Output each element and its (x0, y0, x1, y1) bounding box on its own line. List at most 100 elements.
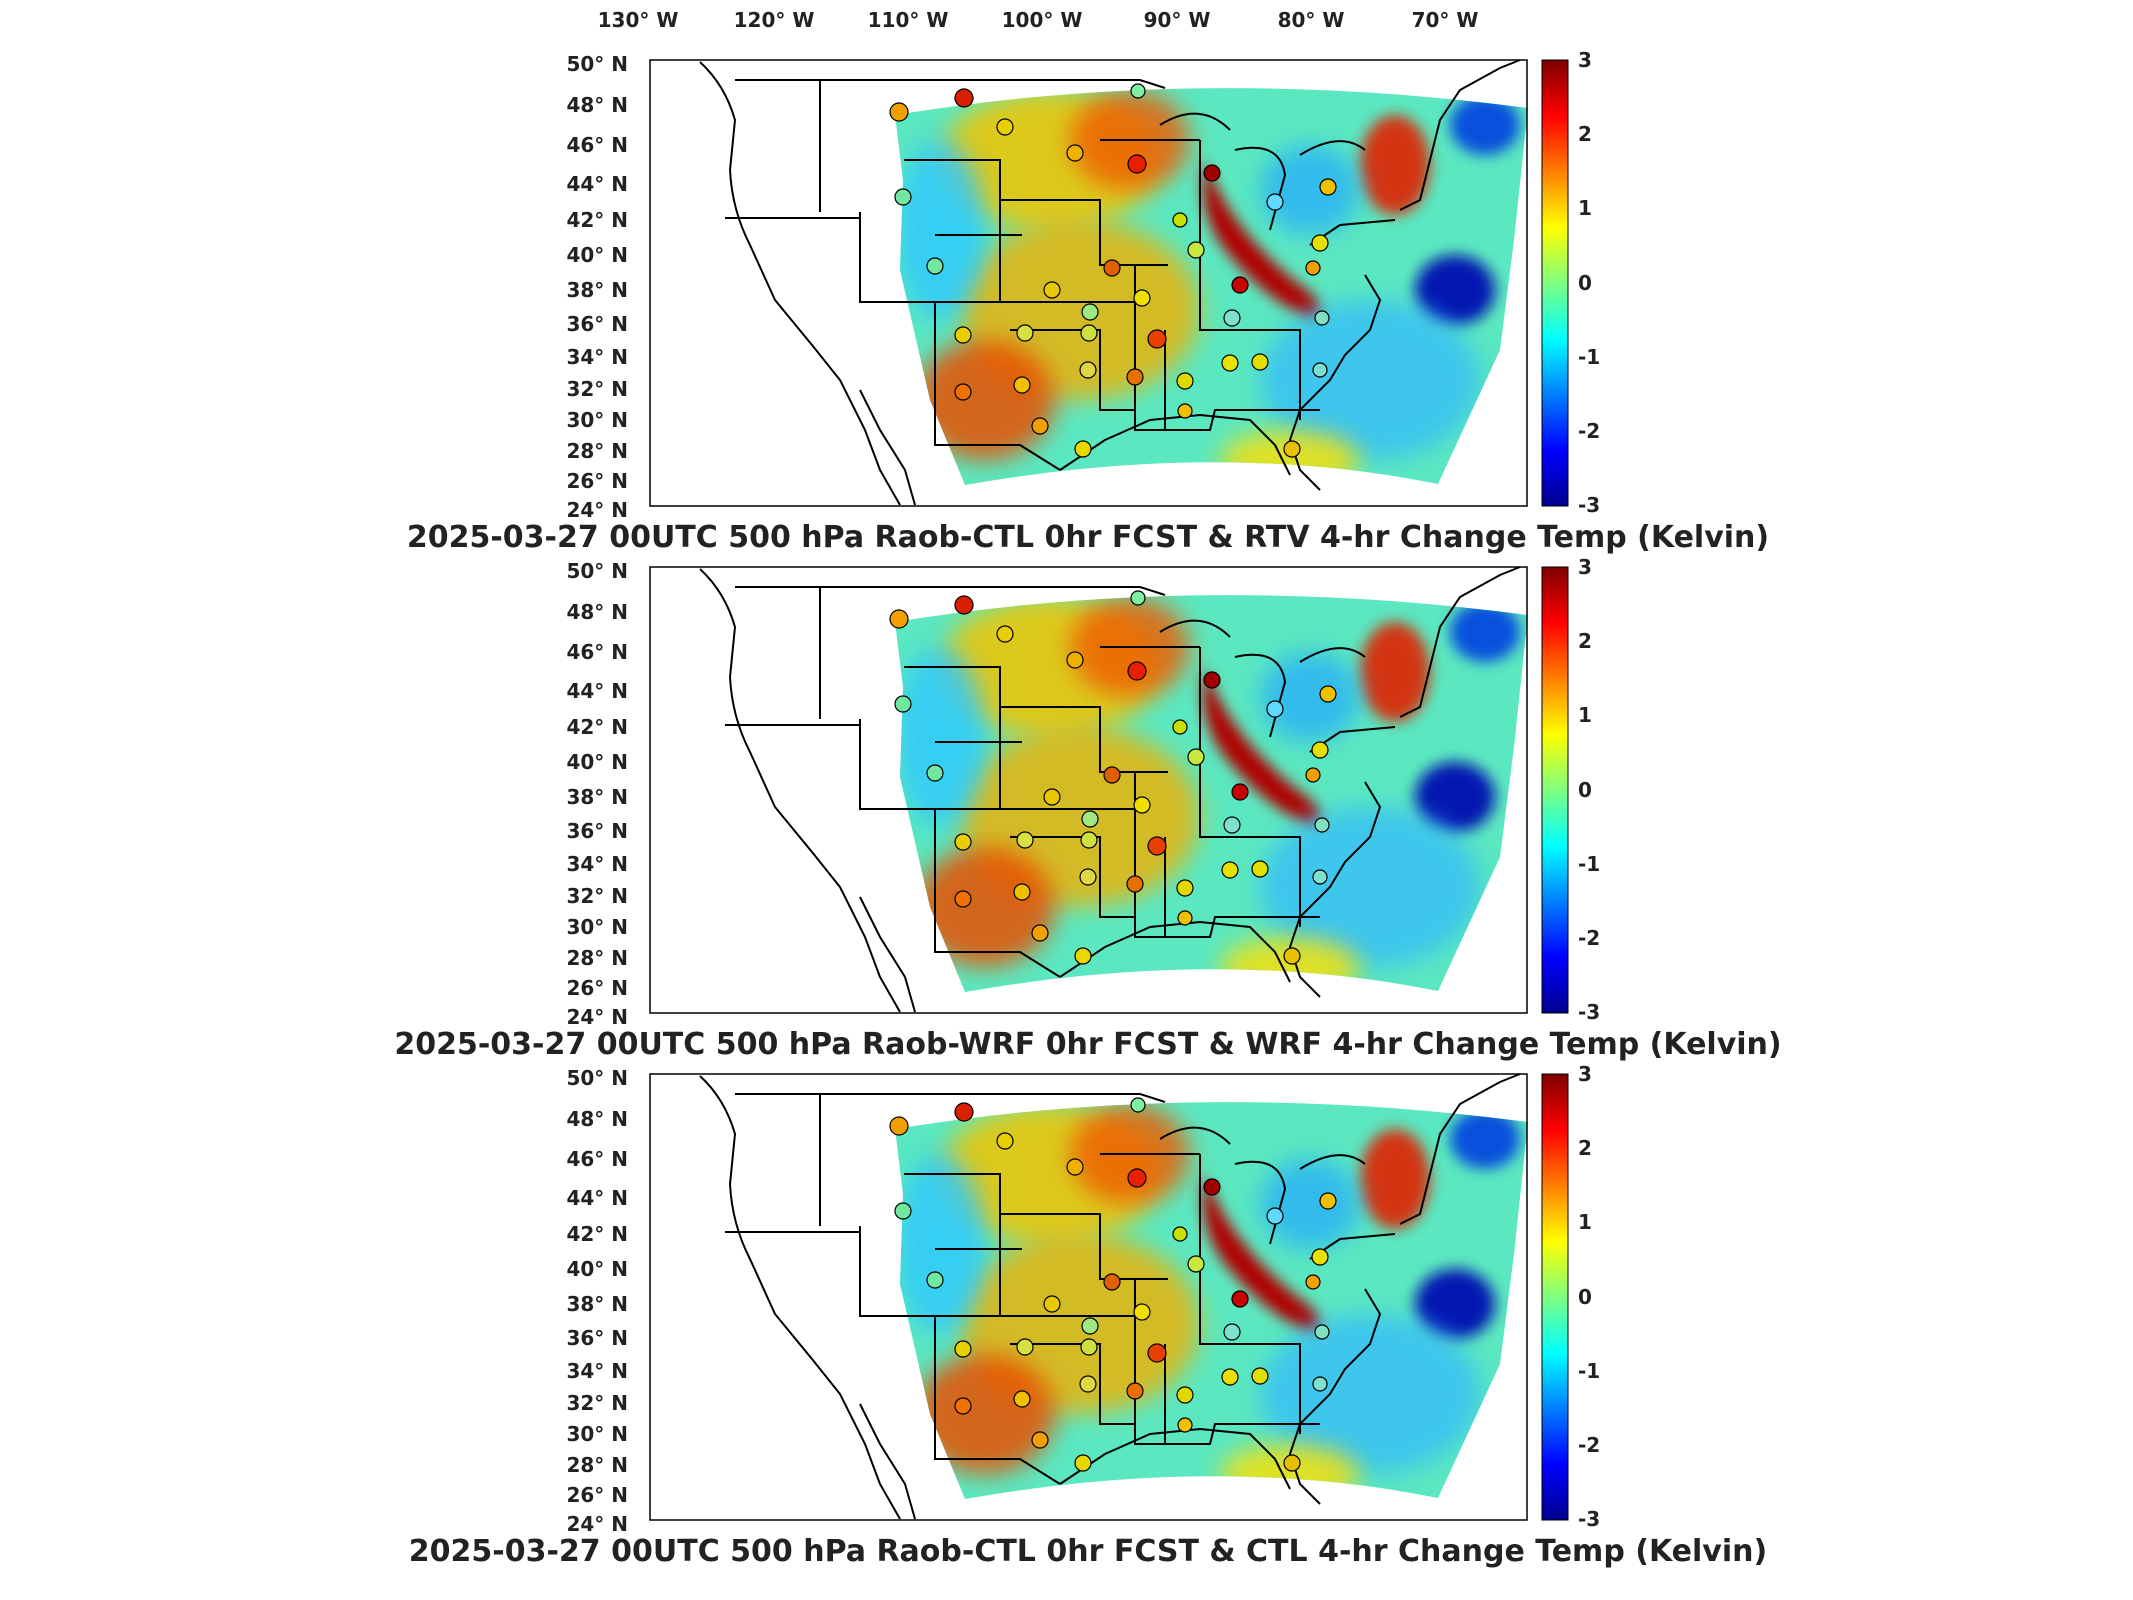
colorbar-tick-label: 1 (1578, 1210, 1592, 1234)
great-lakes (1159, 1126, 1396, 1260)
lat-label: 34° N (566, 345, 628, 369)
colorbar-tick-label: 0 (1578, 271, 1592, 295)
station-marker (1080, 1338, 1098, 1356)
station-marker (996, 118, 1014, 136)
station-marker (954, 88, 974, 108)
station-marker (1081, 1317, 1099, 1335)
lat-label: 50° N (566, 559, 628, 583)
station-marker (1203, 164, 1221, 182)
warm-anomaly (915, 847, 1055, 967)
cool-anomaly (895, 1154, 985, 1334)
station-marker (1147, 836, 1167, 856)
station-marker (1203, 1178, 1221, 1196)
lat-label: 46° N (566, 1147, 628, 1171)
lat-label: 44° N (566, 172, 628, 196)
lat-label: 42° N (566, 715, 628, 739)
lon-label: 130° W (598, 8, 679, 32)
station-marker (1305, 1274, 1321, 1290)
station-marker (1130, 590, 1146, 606)
station-marker (954, 890, 972, 908)
colorbar-tick-label: -3 (1578, 493, 1600, 517)
station-marker (1079, 361, 1097, 379)
station-marker (1221, 354, 1239, 372)
station-marker (1126, 368, 1144, 386)
west-coastline (699, 61, 901, 506)
station-marker (1079, 1375, 1097, 1393)
station-marker (1016, 831, 1034, 849)
lat-label: 40° N (566, 1257, 628, 1281)
baja-coastline (859, 896, 916, 1013)
panel-title: 2025-03-27 00UTC 500 hPa Raob-WRF 0hr FC… (394, 1027, 1781, 1062)
lat-label: 38° N (566, 785, 628, 809)
west-coastline (699, 568, 901, 1013)
lat-label: 36° N (566, 819, 628, 843)
map-panel-1: 50° N 48° N 46° N 44° N 42° N 40° N 38° … (407, 48, 1769, 555)
cool-anomaly (895, 647, 985, 827)
station-marker (1177, 403, 1193, 419)
lat-label: 38° N (566, 1292, 628, 1316)
station-marker (1231, 276, 1249, 294)
station-marker (1043, 281, 1061, 299)
map-frame (649, 566, 1528, 1014)
station-marker (1177, 910, 1193, 926)
longitude-axis-labels: 130° W 120° W 110° W 100° W 90° W 80° W … (598, 8, 1479, 32)
colorbar-tick-label: 3 (1578, 555, 1592, 579)
lon-label: 100° W (1002, 8, 1083, 32)
station-marker (1147, 1343, 1167, 1363)
station-marker (1223, 816, 1241, 834)
lat-label: 46° N (566, 640, 628, 664)
cold-anomaly (1450, 1109, 1520, 1169)
colorbar-tick-label: 0 (1578, 1285, 1592, 1309)
station-marker (1079, 868, 1097, 886)
lat-label: 30° N (566, 408, 628, 432)
station-marker (1266, 1207, 1284, 1225)
station-marker (1147, 329, 1167, 349)
raob-stations (889, 83, 1337, 458)
lat-label: 30° N (566, 1422, 628, 1446)
cool-anomaly (1260, 807, 1480, 967)
lat-label: 42° N (566, 208, 628, 232)
station-marker (1103, 259, 1121, 277)
warm-anomaly (915, 1354, 1055, 1474)
station-marker (954, 833, 972, 851)
colorbar-gradient (1541, 566, 1569, 1014)
station-marker (1172, 719, 1188, 735)
lat-label: 34° N (566, 852, 628, 876)
station-marker (1283, 947, 1301, 965)
colorbar-tick-label: 1 (1578, 196, 1592, 220)
colorbar-tick-label: 3 (1578, 1062, 1592, 1086)
station-marker (1266, 193, 1284, 211)
colorbar-tick-label: -2 (1578, 419, 1600, 443)
lon-label: 80° W (1278, 8, 1345, 32)
lat-label: 48° N (566, 93, 628, 117)
lat-label: 44° N (566, 679, 628, 703)
station-marker (954, 383, 972, 401)
lat-label: 36° N (566, 312, 628, 336)
station-marker (954, 1102, 974, 1122)
colorbar-tick-label: 2 (1578, 122, 1592, 146)
warm-anomaly (915, 340, 1055, 460)
station-marker (1013, 376, 1031, 394)
latitude-axis-labels: 50° N 48° N 46° N 44° N 42° N 40° N 38° … (566, 1066, 628, 1536)
station-marker (1311, 1248, 1329, 1266)
raob-stations (889, 590, 1337, 965)
lat-label: 24° N (566, 498, 628, 522)
station-marker (1016, 324, 1034, 342)
station-marker (1172, 212, 1188, 228)
colorbar-tick-label: -1 (1578, 345, 1600, 369)
interior-states (725, 587, 1320, 978)
station-marker (1043, 788, 1061, 806)
station-marker (1314, 817, 1330, 833)
cold-anomaly (1450, 95, 1520, 155)
station-marker (1103, 766, 1121, 784)
station-marker (1031, 417, 1049, 435)
lat-label: 38° N (566, 278, 628, 302)
station-marker (1266, 700, 1284, 718)
station-marker (1187, 748, 1205, 766)
baja-coastline (859, 389, 916, 506)
baja-coastline (859, 1403, 916, 1520)
station-marker (1130, 1097, 1146, 1113)
station-marker (1080, 324, 1098, 342)
latitude-axis-labels: 50° N 48° N 46° N 44° N 42° N 40° N 38° … (566, 559, 628, 1029)
station-marker (1319, 685, 1337, 703)
